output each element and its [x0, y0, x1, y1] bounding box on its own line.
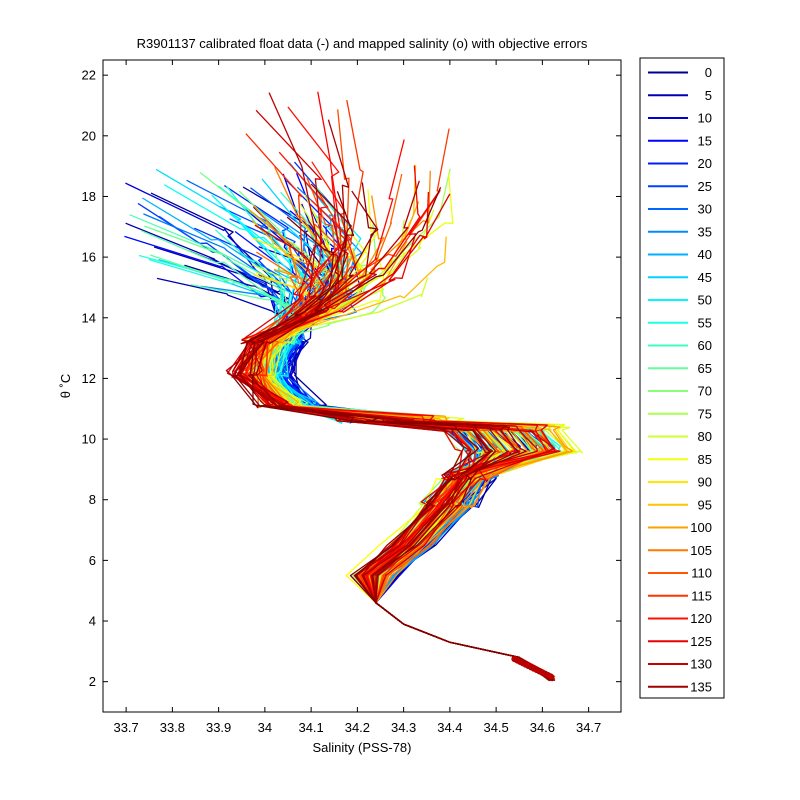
x-tick-label: 33.8: [160, 720, 185, 735]
profile-line: [243, 99, 552, 678]
legend-label: 30: [698, 202, 712, 217]
legend-label: 60: [698, 338, 712, 353]
legend-label: 65: [698, 361, 712, 376]
x-tick-label: 34: [258, 720, 272, 735]
x-tick-label: 34.7: [576, 720, 601, 735]
legend-label: 15: [698, 133, 712, 148]
legend-label: 70: [698, 384, 712, 399]
x-tick-label: 34.5: [483, 720, 508, 735]
x-tick-label: 34.2: [345, 720, 370, 735]
x-tick-label: 33.9: [206, 720, 231, 735]
x-tick-label: 34.4: [437, 720, 462, 735]
legend-label: 35: [698, 224, 712, 239]
y-axis-label: θ ˚C: [58, 374, 73, 399]
profile-lines: [124, 91, 583, 682]
x-tick-label: 33.7: [113, 720, 138, 735]
legend-label: 0: [705, 65, 712, 80]
y-tick-label: 18: [82, 189, 96, 204]
legend-label: 130: [690, 657, 712, 672]
legend-label: 95: [698, 497, 712, 512]
y-tick-label: 20: [82, 128, 96, 143]
x-tick-label: 34.1: [298, 720, 323, 735]
profile-line: [231, 186, 554, 681]
legend-label: 20: [698, 156, 712, 171]
chart-title: R3901137 calibrated float data (-) and m…: [137, 36, 588, 51]
legend-box: [639, 57, 725, 699]
legend-label: 25: [698, 179, 712, 194]
y-axis: 2 4 6 8 10 12 14 16 18 20 22: [82, 68, 621, 689]
mapped-salinity-marker: [547, 673, 555, 680]
legend-label: 120: [690, 611, 712, 626]
y-tick-label: 2: [89, 674, 96, 689]
legend-label: 100: [690, 520, 712, 535]
y-tick-label: 14: [82, 310, 96, 325]
legend-label: 45: [698, 270, 712, 285]
plot-frame: [102, 59, 622, 713]
legend-label: 85: [698, 452, 712, 467]
y-tick-label: 6: [89, 553, 96, 568]
y-tick-label: 16: [82, 250, 96, 265]
legend-label: 10: [698, 111, 712, 126]
profile-line: [239, 216, 551, 682]
legend-label: 135: [690, 679, 712, 694]
legend: 0 5 10 15 20 25 30 35 40 45 50 55 60 65 70 75 80 85 90 95 10…: [639, 57, 725, 699]
x-tick-label: 34.6: [530, 720, 555, 735]
legend-label: 80: [698, 429, 712, 444]
profile-line: [248, 191, 553, 682]
y-tick-label: 8: [89, 492, 96, 507]
legend-label: 40: [698, 247, 712, 262]
x-axis: 33.7 33.8 33.9 34 34.1 34.2 34.3 34.4 34.5 34.6 34…: [113, 60, 601, 735]
x-axis-label: Salinity (PSS-78): [313, 740, 412, 755]
legend-label: 115: [691, 588, 712, 603]
y-tick-label: 10: [82, 432, 96, 447]
legend-label: 110: [691, 566, 712, 581]
legend-label: 75: [698, 406, 712, 421]
y-tick-label: 12: [82, 371, 96, 386]
legend-label: 105: [690, 543, 712, 558]
legend-label: 125: [690, 634, 712, 649]
y-tick-label: 4: [89, 614, 96, 629]
legend-label: 90: [698, 475, 712, 490]
legend-label: 55: [698, 315, 712, 330]
legend-label: 5: [705, 88, 712, 103]
legend-label: 50: [698, 293, 712, 308]
y-tick-label: 22: [82, 68, 96, 83]
x-tick-label: 34.3: [391, 720, 416, 735]
